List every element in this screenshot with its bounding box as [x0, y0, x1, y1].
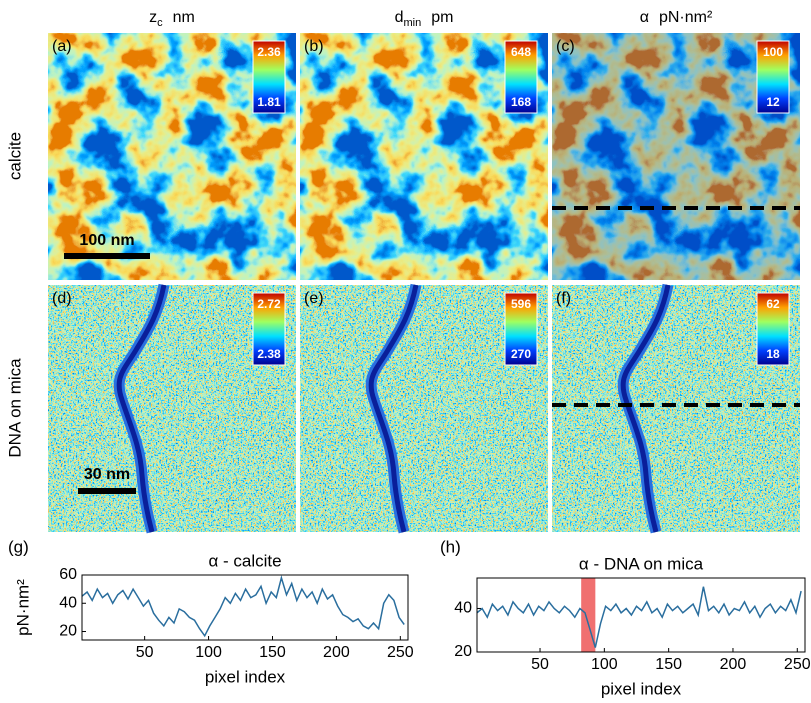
header-subscript: min — [403, 17, 421, 29]
colorbar-min: 1.81 — [257, 95, 281, 109]
x-tick-label: 250 — [387, 644, 414, 661]
x-tick-label: 100 — [195, 644, 222, 661]
colorbar-max: 648 — [511, 45, 531, 59]
panel-label: (b) — [304, 38, 324, 55]
plot-frame — [476, 577, 806, 653]
x-axis-label: pixel index — [205, 667, 286, 686]
colorbar-min: 12 — [766, 95, 780, 109]
header-unit: nm — [173, 9, 195, 26]
header-subscript: c — [157, 17, 163, 29]
header-symbol: α — [640, 9, 649, 26]
map-panel: (a) 2.36 1.81 100 nm — [48, 33, 296, 280]
y-tick-label: 20 — [59, 623, 77, 640]
colorbar-min: 18 — [766, 347, 780, 361]
column-header: zc nm — [149, 9, 195, 29]
x-axis-label: pixel index — [601, 679, 682, 698]
x-tick-label: 50 — [136, 644, 154, 661]
header-symbol: z — [149, 9, 157, 26]
colorbar-max: 2.36 — [257, 45, 281, 59]
colorbar-max: 2.72 — [257, 297, 281, 311]
colorbar-min: 270 — [511, 347, 531, 361]
map-panel: (f) 62 18 — [552, 285, 800, 532]
row-label: DNA on mica — [5, 358, 24, 458]
plot-frame — [81, 574, 409, 641]
column-header: α pN·nm² — [640, 9, 713, 26]
panel-label: (h) — [440, 537, 461, 556]
x-tick-label: 150 — [259, 644, 286, 661]
data-line — [476, 586, 802, 648]
chart-title: α - calcite — [208, 551, 281, 570]
scale-bar-label: 100 nm — [79, 232, 134, 249]
colorbar-max: 100 — [763, 45, 783, 59]
map-panel: (d) 2.72 2.38 30 nm — [48, 285, 296, 532]
y-tick-label: 60 — [59, 566, 77, 583]
panel-label: (e) — [304, 290, 324, 307]
y-tick-label: 40 — [454, 600, 472, 617]
x-tick-label: 50 — [531, 656, 549, 673]
x-tick-label: 250 — [784, 656, 811, 673]
y-tick-label: 40 — [59, 594, 77, 611]
x-tick-label: 200 — [720, 656, 747, 673]
colorbar-max: 62 — [766, 297, 780, 311]
line-charts: (g) α - calcite pixel index pN·nm² 50 100 150 2… — [8, 537, 811, 698]
y-axis-label: pN·nm² — [13, 579, 32, 636]
row-label: calcite — [5, 132, 24, 180]
column-header: dmin pm — [395, 9, 454, 29]
data-line — [81, 575, 405, 638]
map-panel: (c) 100 12 — [552, 33, 800, 280]
panel-label: (a) — [52, 38, 72, 55]
panel-label: (g) — [8, 537, 29, 556]
scale-bar-label: 30 nm — [84, 466, 130, 483]
x-tick-label: 150 — [655, 656, 682, 673]
header-unit: pN·nm² — [659, 9, 713, 26]
panel-label: (c) — [556, 38, 575, 55]
colorbar-min: 2.38 — [257, 347, 281, 361]
panel-label: (d) — [52, 290, 72, 307]
header-unit: pm — [431, 9, 453, 26]
x-tick-label: 200 — [323, 644, 350, 661]
column-headers: zc nm dmin pm α pN·nm² — [149, 9, 713, 29]
colorbar-min: 168 — [511, 95, 531, 109]
y-tick-label: 20 — [454, 643, 472, 660]
map-panel: (b) 648 168 — [300, 33, 548, 280]
x-tick-label: 100 — [591, 656, 618, 673]
map-panel: (e) 596 270 — [300, 285, 548, 532]
header-symbol: d — [395, 9, 404, 26]
chart-title: α - DNA on mica — [579, 554, 704, 573]
panel-label: (f) — [556, 290, 571, 307]
colorbar-max: 596 — [511, 297, 531, 311]
